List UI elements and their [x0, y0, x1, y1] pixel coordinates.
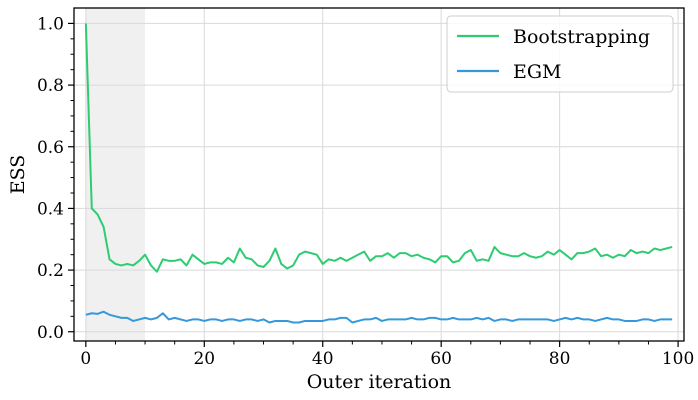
x-axis-label: Outer iteration: [307, 371, 452, 393]
series-line-bootstrapping: [84, 23, 673, 273]
y-axis-label: ESS: [7, 155, 29, 195]
x-tick-label: 0: [80, 349, 91, 369]
x-tick-label: 20: [193, 349, 215, 369]
y-axis-ticks: 0.0 0.2 0.4 0.6 0.8 1.0: [37, 14, 74, 343]
y-tick-label: 0.2: [37, 261, 64, 281]
series-lines: [84, 23, 673, 324]
x-tick-label: 100: [662, 349, 694, 369]
x-tick-label: 80: [549, 349, 571, 369]
plot-frame: [73, 7, 685, 342]
x-tick-label: 60: [430, 349, 452, 369]
shaded-region: [85, 8, 146, 341]
legend-label-bootstrapping: Bootstrapping: [513, 26, 650, 48]
shaded-region-rect: [85, 8, 146, 341]
x-tick-label: 40: [312, 349, 334, 369]
legend: Bootstrapping EGM: [446, 15, 674, 93]
series-line-egm: [85, 310, 673, 324]
legend-label-egm: EGM: [513, 61, 562, 83]
y-tick-label: 0.0: [37, 323, 64, 343]
legend-box: [446, 15, 674, 93]
y-tick-label: 1.0: [37, 14, 64, 34]
x-axis-ticks: 0 20 40 60 80 100: [80, 341, 694, 369]
y-tick-label: 0.6: [37, 138, 64, 158]
y-tick-label: 0.8: [37, 76, 64, 96]
y-tick-label: 0.4: [37, 199, 64, 219]
